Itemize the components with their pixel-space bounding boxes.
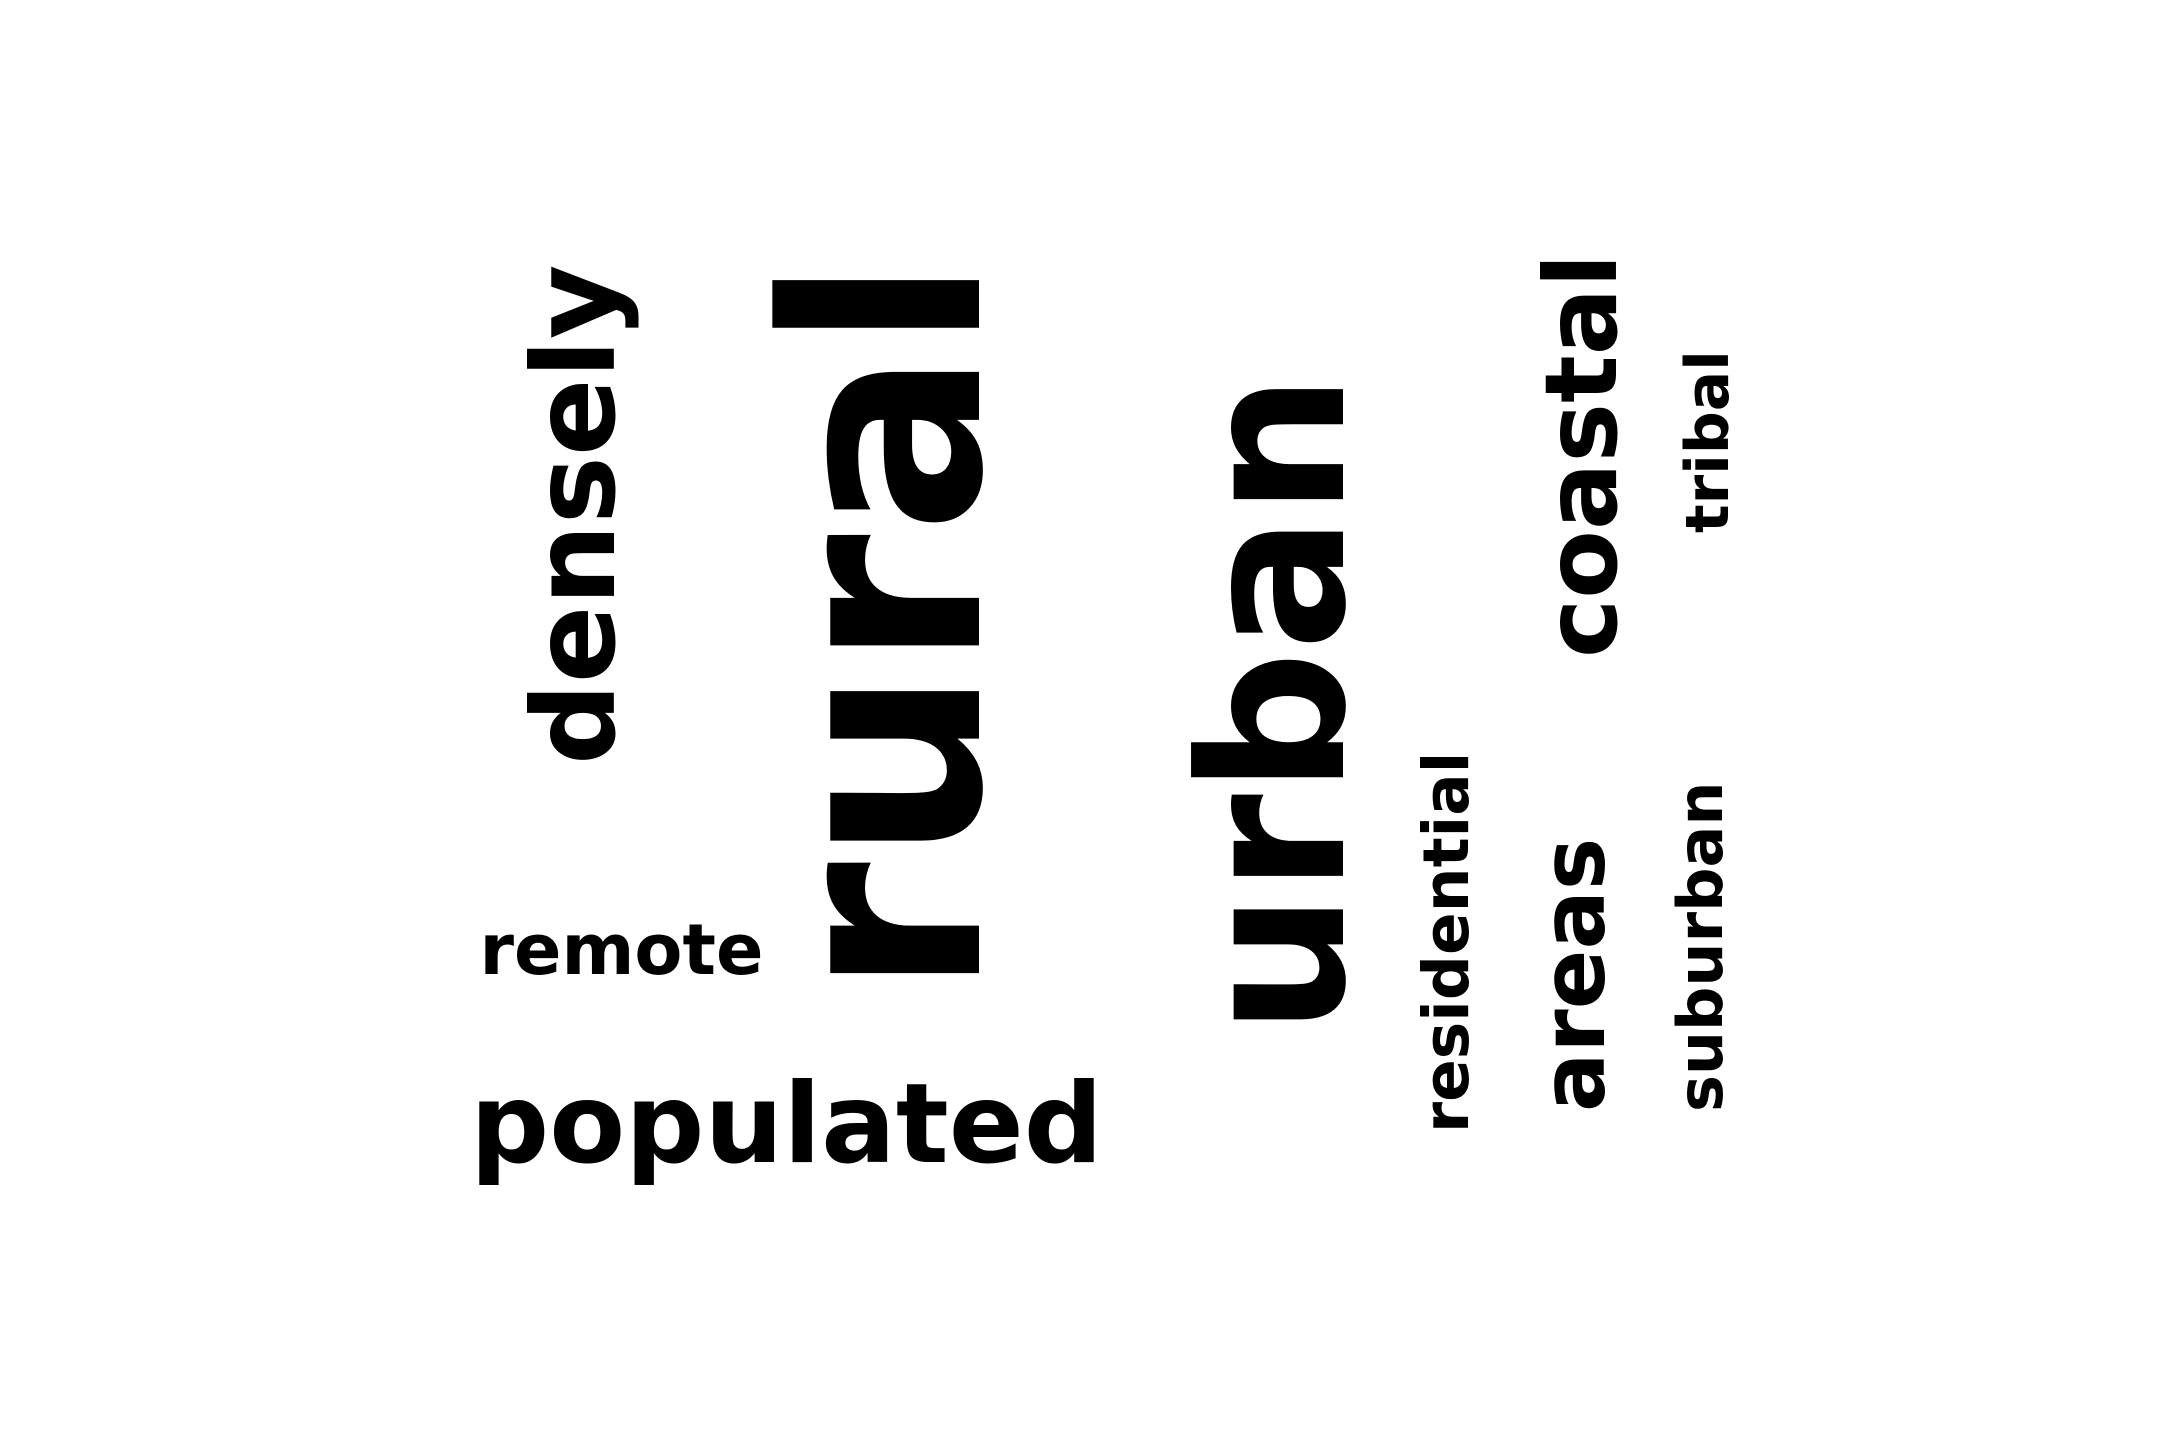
word-tribal: tribal — [1673, 349, 1743, 533]
word-remote: remote — [479, 909, 764, 991]
word-densely: densely — [508, 264, 641, 765]
word-urban: urban — [1158, 372, 1391, 1035]
word-residential: residential — [1410, 751, 1483, 1133]
word-rural: rural — [728, 257, 1044, 996]
word-areas: areas — [1522, 837, 1625, 1112]
word-coastal: coastal — [1523, 252, 1640, 658]
word-populated: populated — [470, 1059, 1103, 1189]
word-suburban: suburban — [1664, 781, 1737, 1112]
